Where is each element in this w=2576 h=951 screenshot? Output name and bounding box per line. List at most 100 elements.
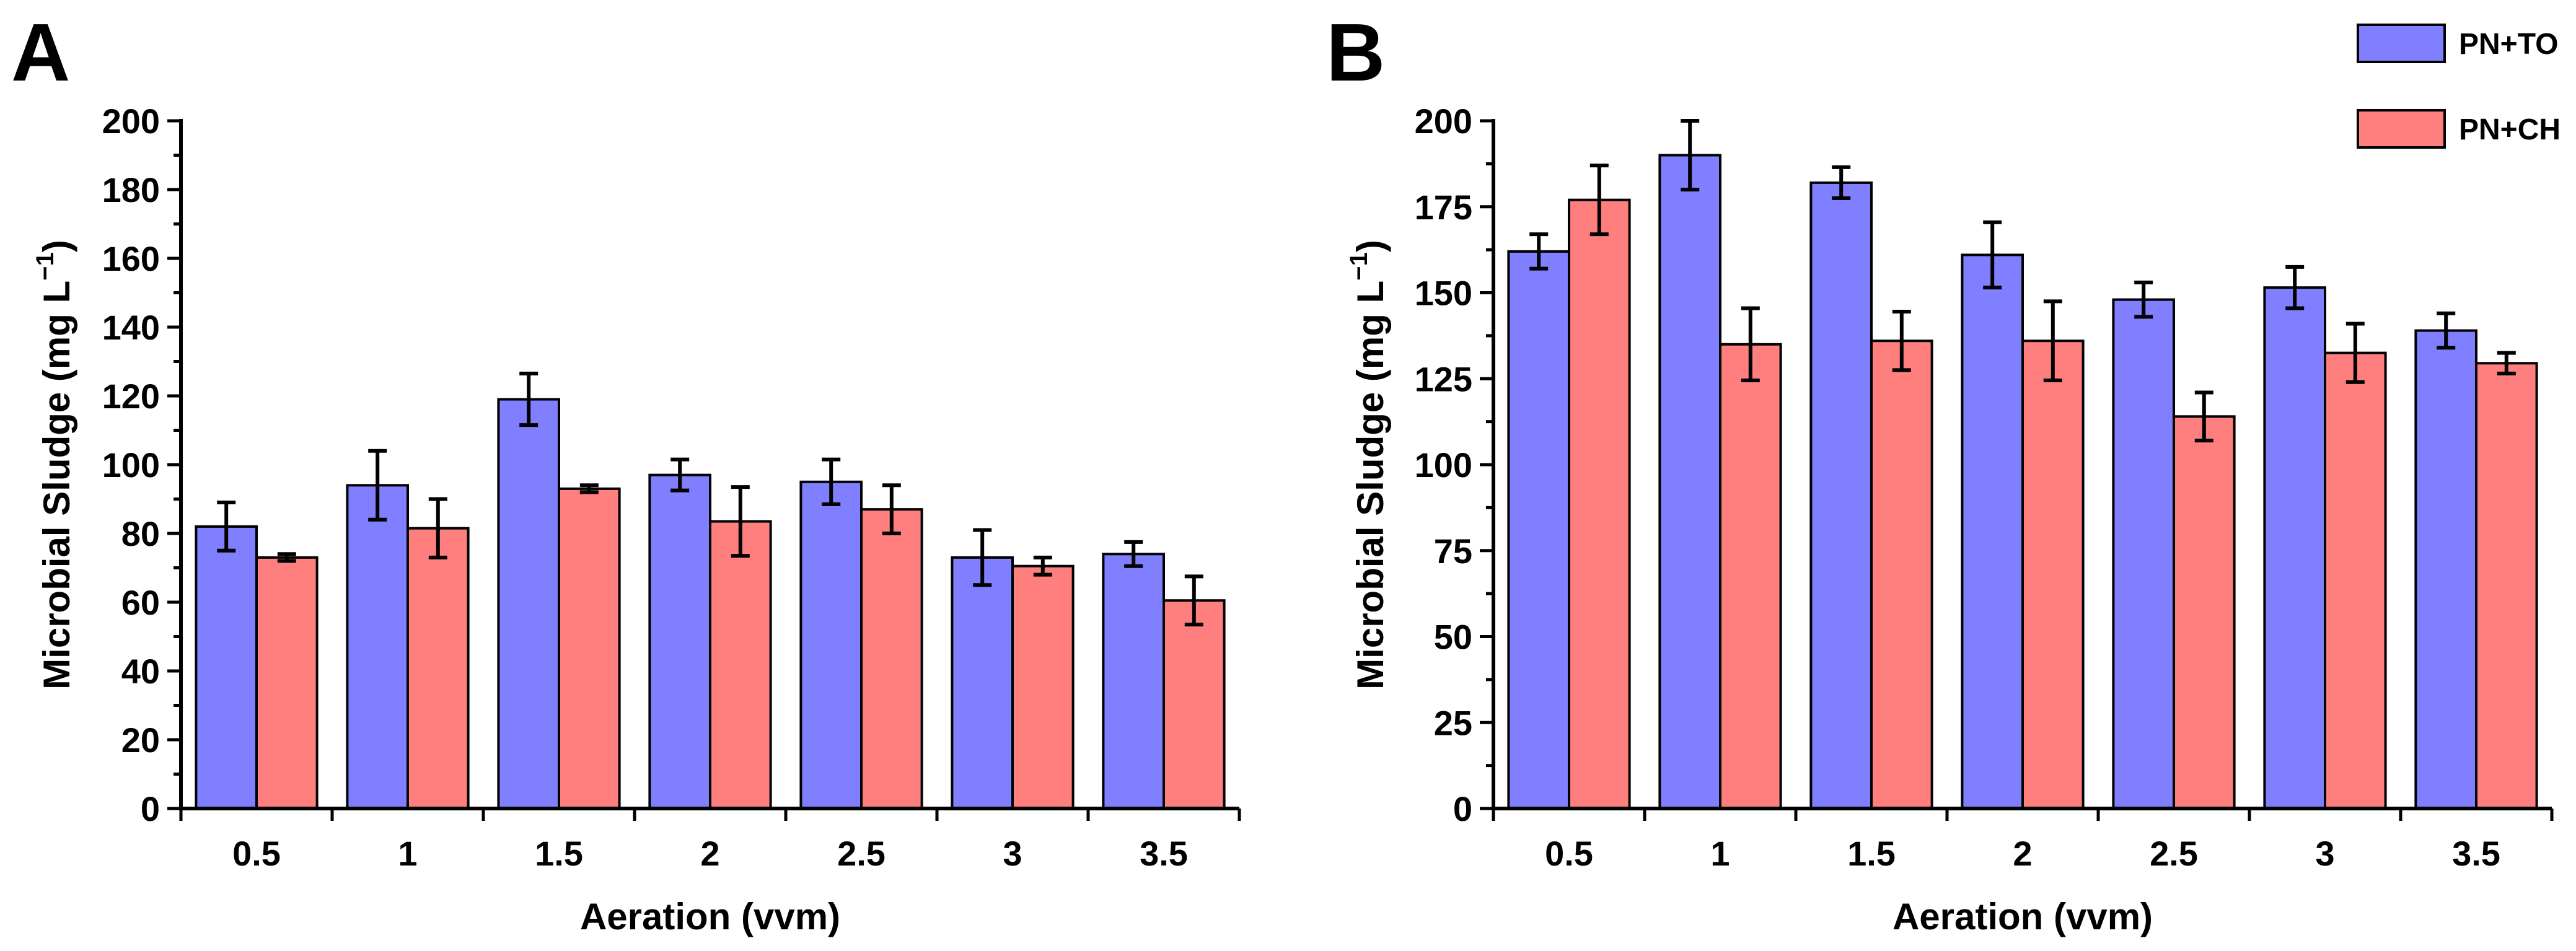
x-tick-label: 3.5 bbox=[2452, 834, 2500, 873]
bar-pn-ch-2.5 bbox=[2173, 415, 2236, 810]
y-axis-title-end: ) bbox=[36, 240, 77, 252]
error-bar-pn-ch-1 bbox=[1741, 306, 1760, 383]
y-tick-label: 80 bbox=[121, 514, 160, 553]
bar-pn-to-3.5 bbox=[1102, 553, 1166, 810]
y-axis-title-end: ) bbox=[1350, 240, 1391, 252]
error-bar-pn-to-1 bbox=[1681, 119, 1700, 191]
y-tick-label: 150 bbox=[1415, 274, 1472, 313]
bar-pn-ch-0.5 bbox=[1568, 198, 1631, 810]
error-bar-pn-ch-3.5 bbox=[2497, 351, 2516, 375]
x-axis-title: Aeration (vvm) bbox=[580, 896, 840, 937]
error-bar-pn-to-0.5 bbox=[217, 501, 236, 553]
y-tick-label: 0 bbox=[1453, 789, 1472, 828]
error-bar-pn-ch-3.5 bbox=[1184, 574, 1203, 627]
x-tick-label: 1 bbox=[398, 834, 417, 873]
bar-pn-to-2 bbox=[1961, 253, 2024, 810]
error-bar-pn-to-2.5 bbox=[2134, 280, 2153, 319]
error-bar-pn-ch-1.5 bbox=[579, 483, 599, 494]
bar-pn-ch-2 bbox=[2021, 340, 2085, 810]
error-bar-pn-ch-2.5 bbox=[882, 483, 901, 535]
y-tick-label: 180 bbox=[102, 170, 160, 209]
bar-pn-ch-1.5 bbox=[558, 487, 621, 810]
error-bar-pn-to-2 bbox=[1983, 220, 2002, 290]
x-tick-label: 1.5 bbox=[535, 834, 583, 873]
bar-pn-ch-3 bbox=[2324, 351, 2387, 810]
error-bar-pn-to-1.5 bbox=[519, 371, 538, 427]
panel-label: B bbox=[1326, 7, 1385, 98]
bar-pn-to-1 bbox=[1658, 154, 1721, 810]
y-tick-label: 160 bbox=[102, 239, 160, 278]
bar-pn-ch-3 bbox=[1011, 564, 1075, 810]
error-bar-pn-ch-3 bbox=[2345, 322, 2365, 384]
x-tick-label: 2.5 bbox=[2150, 834, 2198, 873]
y-tick-label: 175 bbox=[1415, 188, 1472, 227]
legend-swatch-pn-ch bbox=[2357, 109, 2446, 149]
bar-pn-to-0.5 bbox=[1507, 250, 1570, 810]
legend-label-pn-ch: PN+CH bbox=[2459, 113, 2561, 146]
x-tick-label: 2 bbox=[2013, 834, 2032, 873]
error-bar-pn-ch-2 bbox=[2043, 299, 2062, 383]
error-bar-pn-to-3 bbox=[2285, 265, 2305, 310]
bar-pn-ch-3.5 bbox=[1163, 599, 1226, 810]
bar-pn-to-1.5 bbox=[497, 398, 561, 810]
chart-panel-a: A 0 20 40 60 80 100 120 140 160 180 200 0.5 1 1.5 2 2.5 3… bbox=[11, 7, 1241, 937]
error-bar-pn-ch-1.5 bbox=[1892, 310, 1911, 372]
x-tick-label: 1 bbox=[1710, 834, 1730, 873]
x-tick-label: 2 bbox=[700, 834, 719, 873]
y-axis-title-superscript: −1 bbox=[1345, 252, 1373, 281]
chart-panel-b: B 0 25 50 75 100 125 150 175 200 0.5 1 1.5 2 2.5 3 3.5 Ae… bbox=[1326, 7, 2561, 937]
x-tick-label: 1.5 bbox=[1847, 834, 1896, 873]
error-bar-pn-to-0.5 bbox=[1529, 232, 1549, 271]
error-bar-pn-to-2 bbox=[670, 457, 690, 493]
error-bar-pn-to-3.5 bbox=[1124, 540, 1143, 568]
error-bar-pn-to-2.5 bbox=[822, 457, 841, 506]
y-tick-label: 40 bbox=[121, 652, 160, 691]
bar-pn-ch-2.5 bbox=[860, 508, 923, 810]
bar-pn-ch-1.5 bbox=[1870, 340, 1933, 810]
y-tick-label: 60 bbox=[121, 583, 160, 622]
bar-pn-ch-0.5 bbox=[255, 556, 319, 810]
legend: PN+TO PN+CH bbox=[2357, 24, 2561, 149]
bar-pn-to-2 bbox=[648, 473, 712, 810]
y-tick-label: 125 bbox=[1415, 359, 1472, 398]
bar-pn-to-3.5 bbox=[2414, 329, 2477, 810]
bar-pn-ch-1 bbox=[407, 527, 470, 810]
error-bar-pn-ch-0.5 bbox=[1589, 164, 1609, 237]
bar-pn-to-1 bbox=[346, 484, 410, 810]
bar-pn-ch-2 bbox=[709, 520, 772, 810]
y-tick-label: 140 bbox=[102, 308, 160, 347]
error-bar-pn-to-1 bbox=[368, 449, 387, 522]
y-axis-title-main: Microbial Sludge (mg L bbox=[36, 281, 77, 690]
y-tick-label: 120 bbox=[102, 377, 160, 416]
error-bar-pn-ch-1 bbox=[428, 497, 447, 559]
y-tick-label: 25 bbox=[1434, 703, 1472, 742]
bar-pn-to-0.5 bbox=[195, 525, 258, 810]
error-bar-pn-ch-2 bbox=[731, 485, 750, 558]
legend-swatch-pn-to bbox=[2357, 24, 2446, 63]
panel-label: A bbox=[11, 7, 70, 98]
error-bar-pn-ch-3 bbox=[1033, 555, 1052, 577]
y-axis-title-superscript: −1 bbox=[32, 252, 59, 281]
bar-pn-to-3 bbox=[951, 556, 1014, 810]
bar-pn-to-2.5 bbox=[799, 480, 863, 810]
x-tick-label: 0.5 bbox=[1545, 834, 1593, 873]
x-tick-label: 3 bbox=[2315, 834, 2334, 873]
y-tick-label: 200 bbox=[1415, 102, 1472, 141]
x-tick-label: 3 bbox=[1003, 834, 1022, 873]
error-bar-pn-to-3.5 bbox=[2437, 311, 2456, 350]
x-tick-label: 0.5 bbox=[232, 834, 281, 873]
y-tick-label: 200 bbox=[102, 102, 160, 141]
y-tick-label: 0 bbox=[141, 789, 160, 828]
legend-label-pn-to: PN+TO bbox=[2459, 28, 2559, 61]
y-tick-label: 100 bbox=[102, 445, 160, 484]
y-axis-title: Microbial Sludge (mg L−1) bbox=[32, 240, 77, 690]
bar-pn-to-3 bbox=[2263, 286, 2326, 810]
y-tick-label: 50 bbox=[1434, 618, 1472, 657]
error-bar-pn-ch-2.5 bbox=[2194, 390, 2213, 443]
x-tick-label: 2.5 bbox=[837, 834, 886, 873]
bar-pn-to-1.5 bbox=[1809, 181, 1873, 810]
error-bar-pn-ch-0.5 bbox=[277, 552, 296, 563]
y-axis-title-main: Microbial Sludge (mg L bbox=[1350, 281, 1391, 690]
error-bar-pn-to-1.5 bbox=[1832, 165, 1851, 200]
